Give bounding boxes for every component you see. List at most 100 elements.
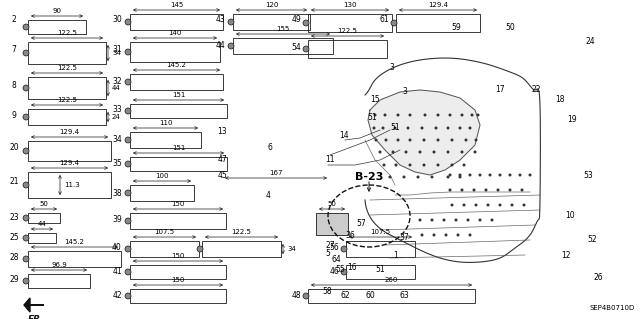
Circle shape <box>23 114 29 120</box>
Circle shape <box>499 204 502 206</box>
Text: 3: 3 <box>403 87 408 97</box>
Text: 17: 17 <box>495 85 505 94</box>
Text: 120: 120 <box>265 2 278 8</box>
Circle shape <box>125 218 131 224</box>
Circle shape <box>388 175 392 179</box>
Circle shape <box>468 127 472 130</box>
Text: 50: 50 <box>505 24 515 33</box>
Circle shape <box>341 269 347 275</box>
Text: 12: 12 <box>561 250 571 259</box>
Circle shape <box>449 114 451 116</box>
Circle shape <box>468 234 472 236</box>
Text: 42: 42 <box>112 291 122 300</box>
Circle shape <box>458 174 461 176</box>
Circle shape <box>383 114 387 116</box>
Text: 50: 50 <box>328 201 337 207</box>
Circle shape <box>420 127 424 130</box>
Text: 32: 32 <box>112 78 122 86</box>
Circle shape <box>125 108 131 114</box>
Circle shape <box>424 114 426 116</box>
Text: 3: 3 <box>390 63 394 72</box>
Bar <box>28 20 86 34</box>
Circle shape <box>374 114 376 116</box>
Circle shape <box>484 189 488 191</box>
Bar <box>233 14 310 30</box>
Circle shape <box>431 175 433 179</box>
Circle shape <box>442 219 445 221</box>
Text: 53: 53 <box>583 170 593 180</box>
Polygon shape <box>368 90 480 175</box>
Circle shape <box>23 278 29 284</box>
Circle shape <box>417 175 419 179</box>
Circle shape <box>383 164 385 167</box>
Circle shape <box>449 174 451 176</box>
Text: 151: 151 <box>172 145 185 151</box>
Circle shape <box>490 219 493 221</box>
Text: 6: 6 <box>268 144 273 152</box>
Circle shape <box>23 182 29 188</box>
Circle shape <box>529 174 531 176</box>
Bar <box>130 132 201 148</box>
Text: 38: 38 <box>112 189 122 197</box>
Text: 122.5: 122.5 <box>337 28 357 34</box>
Text: 35: 35 <box>112 159 122 167</box>
Circle shape <box>522 204 525 206</box>
Text: 60: 60 <box>365 291 375 300</box>
Circle shape <box>479 219 481 221</box>
Circle shape <box>408 138 412 142</box>
Text: 129.4: 129.4 <box>428 2 448 8</box>
Text: 151: 151 <box>172 92 185 98</box>
Circle shape <box>125 19 131 25</box>
Circle shape <box>125 137 131 143</box>
Text: 129.4: 129.4 <box>60 129 79 135</box>
Text: 28: 28 <box>9 254 19 263</box>
Circle shape <box>391 20 397 26</box>
Text: 34: 34 <box>287 246 296 252</box>
Circle shape <box>451 164 454 167</box>
Circle shape <box>486 204 490 206</box>
Text: 8: 8 <box>12 80 17 90</box>
Text: 30: 30 <box>112 16 122 25</box>
Bar <box>130 14 223 30</box>
Circle shape <box>23 24 29 30</box>
Text: 11.3: 11.3 <box>64 182 80 188</box>
Bar <box>28 213 60 223</box>
Bar <box>130 185 194 201</box>
Circle shape <box>303 20 309 26</box>
Circle shape <box>403 175 406 179</box>
Text: 57: 57 <box>356 219 365 228</box>
Text: 51: 51 <box>390 122 400 131</box>
Circle shape <box>451 204 454 206</box>
Circle shape <box>374 138 378 142</box>
Circle shape <box>497 189 499 191</box>
Text: 44: 44 <box>38 221 46 227</box>
Text: 140: 140 <box>168 30 182 36</box>
Text: SEP4B0710D: SEP4B0710D <box>589 305 635 311</box>
Text: 260: 260 <box>385 277 398 283</box>
Circle shape <box>520 189 524 191</box>
Circle shape <box>454 219 458 221</box>
Circle shape <box>422 164 426 167</box>
Circle shape <box>125 246 131 252</box>
Circle shape <box>381 127 385 130</box>
Text: 5: 5 <box>326 249 330 257</box>
Circle shape <box>385 138 387 142</box>
Text: 56: 56 <box>329 243 339 253</box>
Text: 25: 25 <box>9 234 19 242</box>
Circle shape <box>397 114 399 116</box>
Text: 150: 150 <box>172 253 185 259</box>
Circle shape <box>467 219 470 221</box>
Bar <box>28 42 106 64</box>
Circle shape <box>125 293 131 299</box>
Bar <box>130 104 227 118</box>
Bar <box>28 251 121 267</box>
Circle shape <box>474 204 477 206</box>
Bar <box>308 289 475 303</box>
Text: 4: 4 <box>266 190 271 199</box>
Circle shape <box>23 85 29 91</box>
Bar <box>28 233 56 243</box>
Text: 26: 26 <box>593 273 603 283</box>
Bar <box>28 274 90 288</box>
Text: 22: 22 <box>531 85 541 94</box>
Circle shape <box>436 114 440 116</box>
